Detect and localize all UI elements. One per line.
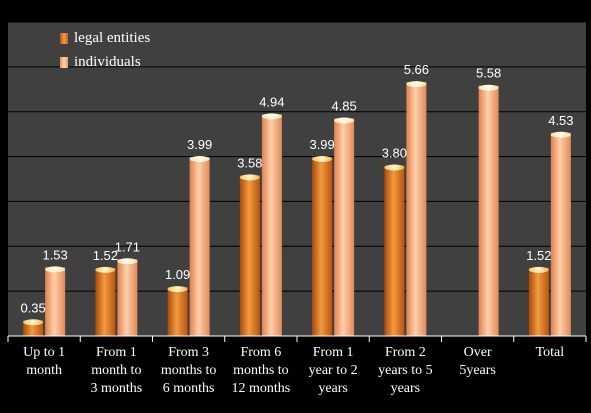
legend-swatch-individuals <box>60 56 68 68</box>
data-label-legal: 0.35 <box>20 300 45 315</box>
bar-cap-legal <box>23 319 44 326</box>
data-label-individuals: 5.58 <box>476 66 501 81</box>
bar-cap-legal <box>167 286 188 293</box>
bar-individuals <box>117 259 138 336</box>
bar-cap-legal <box>95 266 116 273</box>
x-tick-label: From 1 year to 2 years <box>308 345 358 396</box>
bar-cap-individuals <box>406 81 427 88</box>
x-tick-label: Up to 1 month <box>23 345 66 378</box>
x-tick-label: From 1 month to 3 months <box>90 345 143 396</box>
data-label-legal: 1.52 <box>93 248 118 263</box>
bar-individuals <box>406 82 427 336</box>
x-tick-label: From 3 months to 6 months <box>160 345 217 396</box>
data-label-individuals: 3.99 <box>187 137 212 152</box>
bar-individuals <box>334 118 355 336</box>
bar-individuals <box>478 85 499 336</box>
bars <box>23 81 571 336</box>
data-label-individuals: 1.53 <box>42 247 67 262</box>
data-label-legal: 3.99 <box>309 137 334 152</box>
x-tick-label: Over 5years <box>459 345 496 378</box>
bar-individuals <box>45 267 66 336</box>
bar-cap-individuals <box>261 113 282 120</box>
bar-cap-individuals <box>550 131 571 138</box>
bar-legal <box>239 175 260 336</box>
legend-swatch-legal <box>60 32 68 44</box>
bar-cap-legal <box>384 164 405 171</box>
bar-individuals <box>261 114 282 336</box>
bar-legal <box>167 287 188 336</box>
data-label-individuals: 5.66 <box>404 62 429 77</box>
x-tick-label: From 6 months to 12 months <box>231 345 291 396</box>
legend-item-individuals: individuals <box>60 50 150 74</box>
x-tick-label: Total <box>535 345 565 360</box>
bar-legal <box>384 165 405 336</box>
data-label-legal: 1.09 <box>165 267 190 282</box>
legend-item-legal: legal entities <box>60 26 150 50</box>
bar-individuals <box>550 132 571 336</box>
legend-label-legal: legal entities <box>74 30 151 46</box>
data-label-individuals: 4.53 <box>548 113 573 128</box>
data-label-legal: 3.80 <box>382 146 407 161</box>
data-label-individuals: 4.94 <box>259 94 284 109</box>
bar-cap-individuals <box>189 156 210 163</box>
bar-cap-legal <box>528 266 549 273</box>
bar-legal <box>95 267 116 336</box>
legend: legal entities individuals <box>60 26 150 74</box>
bar-cap-individuals <box>45 266 66 273</box>
data-label-individuals: 4.85 <box>331 98 356 113</box>
bar-legal <box>312 157 333 336</box>
value-labels: 0.351.53 1.521.711.093.993.584.943.994.85… <box>20 62 573 315</box>
bar-legal <box>528 267 549 336</box>
legend-label-individuals: individuals <box>74 54 141 70</box>
x-axis <box>7 335 587 342</box>
data-label-individuals: 1.71 <box>115 239 140 254</box>
x-tick-label: From 2 years to 5 years <box>378 345 433 396</box>
bar-individuals <box>189 157 210 336</box>
bar-cap-individuals <box>117 258 138 265</box>
data-label-legal: 3.58 <box>237 155 262 170</box>
bar-cap-legal <box>239 174 260 181</box>
bar-cap-legal <box>312 156 333 163</box>
data-label-legal: 1.52 <box>526 248 551 263</box>
bar-cap-individuals <box>334 117 355 124</box>
bar-cap-individuals <box>478 84 499 91</box>
